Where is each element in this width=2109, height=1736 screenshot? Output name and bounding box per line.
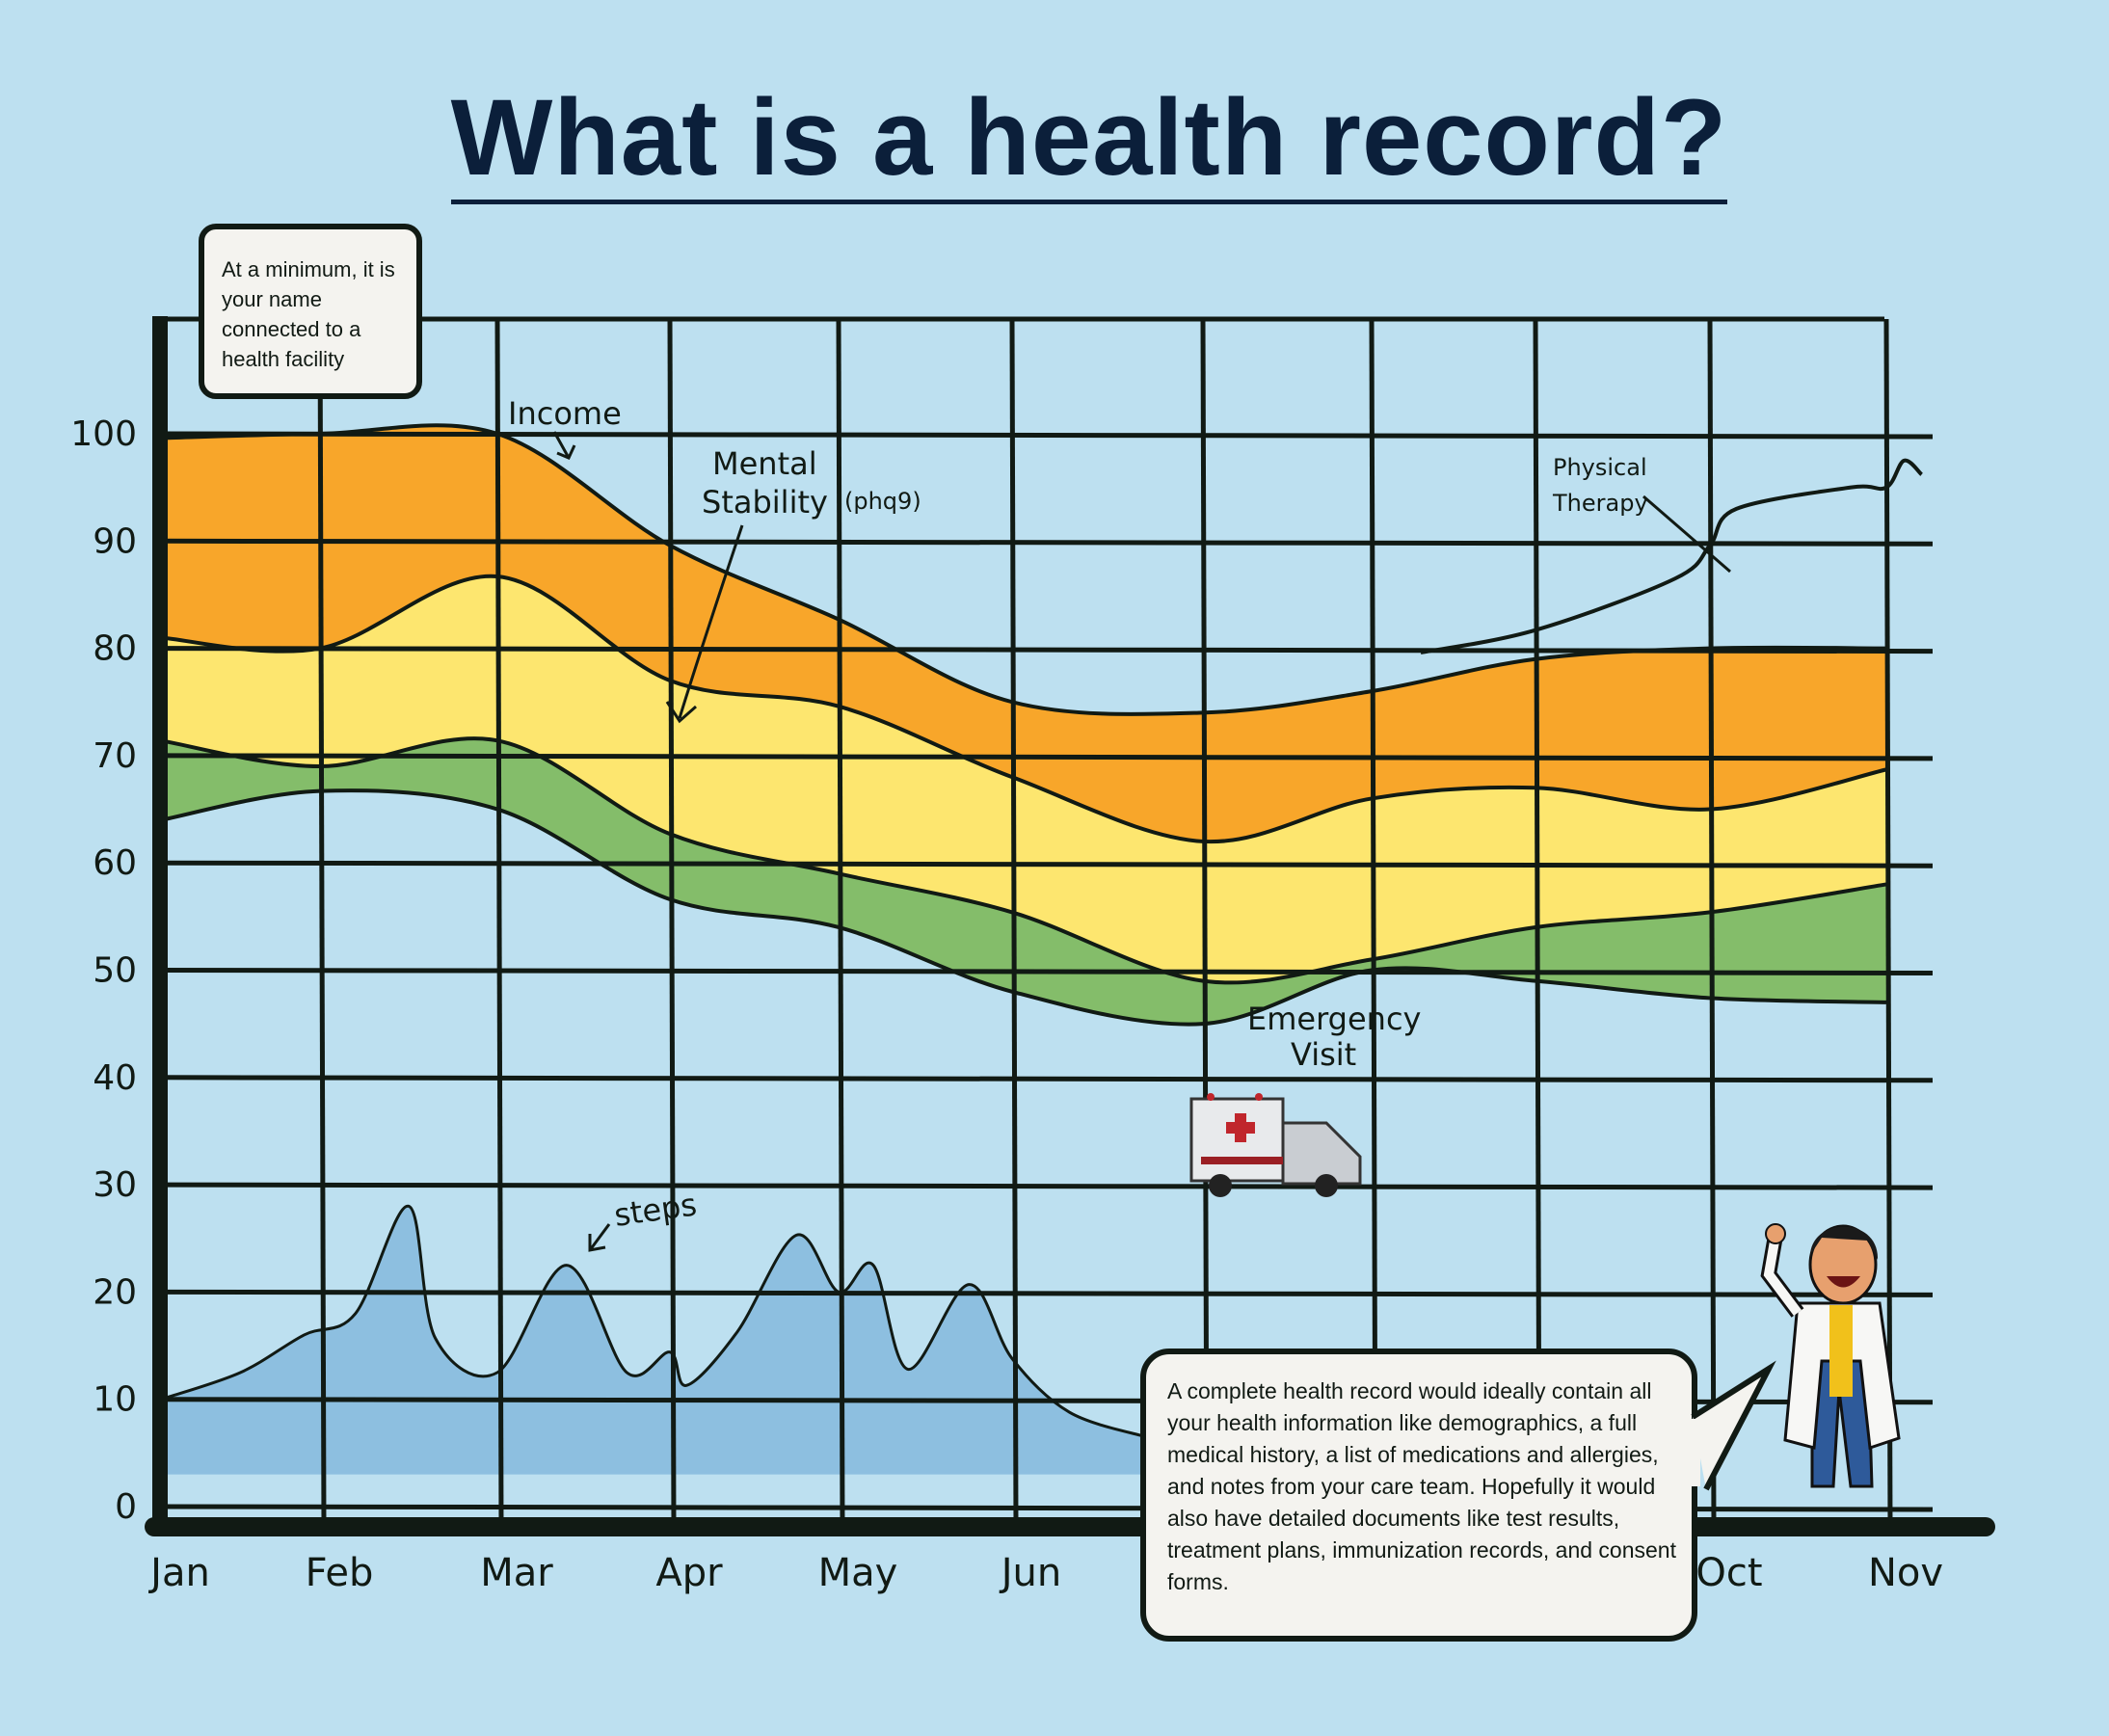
income-label: Income: [508, 395, 622, 432]
income-arrow: [552, 431, 576, 460]
x-tick-label: Mar: [480, 1551, 553, 1595]
complete-record-speech-bubble: A complete health record would ideally c…: [1140, 1349, 1697, 1642]
gridline-v: [1369, 318, 1378, 1528]
doctor-illustration: [1760, 1223, 1901, 1488]
steps-line: [160, 1204, 1147, 1439]
steps-label: steps: [612, 1186, 699, 1234]
x-tick-label: Apr: [655, 1551, 723, 1595]
pt-label-2: Therapy: [1552, 490, 1648, 517]
steps-arrow: [588, 1223, 611, 1252]
gridline-v: [1200, 318, 1210, 1528]
gridline-v: [1533, 318, 1542, 1528]
gridline-v: [317, 318, 327, 1528]
page-title: What is a health record?: [0, 75, 2109, 204]
mental-label-3: (phq9): [844, 488, 921, 515]
gridline-v: [494, 318, 504, 1528]
gridline-h: [159, 1289, 1934, 1297]
er-label-1: Emergency: [1247, 1001, 1421, 1037]
gridline-h: [159, 431, 1934, 440]
income-band: [161, 425, 1886, 842]
minimum-record-note: At a minimum, it is your name connected …: [199, 224, 422, 399]
physical-therapy-line: [1420, 458, 1924, 655]
y-tick-label: 100: [70, 414, 137, 454]
mental-label-1: Mental: [712, 445, 817, 482]
green-top-line: [160, 736, 1887, 985]
mental-arrow: [665, 524, 744, 724]
green-band: [161, 738, 1886, 1025]
y-tick-label: 90: [93, 521, 137, 561]
green-bottom-line: [160, 788, 1887, 1027]
x-tick-label: May: [818, 1551, 898, 1595]
gridline-h: [159, 753, 1934, 761]
x-tick-label: Nov: [1868, 1551, 1943, 1595]
mental-stability-band: [161, 575, 1886, 983]
y-tick-label: 80: [93, 629, 137, 669]
gridline-h: [159, 1075, 1934, 1083]
gridline-h: [159, 538, 1934, 547]
gridline-h: [159, 860, 1934, 868]
gridline-h: [159, 968, 1934, 975]
y-tick-label: 50: [93, 951, 137, 991]
pt-pointer: [1642, 494, 1731, 574]
y-tick-label: 30: [93, 1165, 137, 1205]
x-tick-label: Oct: [1695, 1551, 1762, 1595]
mental-label-2: Stability: [702, 484, 828, 521]
y-tick-label: 10: [93, 1380, 137, 1420]
y-tick-label: 70: [93, 736, 137, 776]
y-tick-label: 20: [93, 1272, 137, 1312]
y-tick-label: 40: [93, 1058, 137, 1098]
pt-label-1: Physical: [1553, 454, 1647, 481]
y-tick-label: 0: [115, 1487, 137, 1527]
gridline-h: [159, 1182, 1934, 1190]
mental-stability-line: [160, 574, 1887, 844]
x-tick-label: Feb: [306, 1551, 374, 1595]
x-tick-label: Jun: [999, 1551, 1062, 1595]
gridline-v: [1883, 318, 1893, 1528]
gridline-v: [667, 318, 677, 1528]
gridline-v: [1707, 318, 1717, 1528]
steps-area: [161, 1206, 1146, 1475]
gridline-v: [836, 318, 845, 1528]
x-tick-label: Jan: [147, 1551, 210, 1595]
ambulance-icon: [1189, 1093, 1362, 1197]
income-line: [160, 423, 1887, 716]
er-label-2: Visit: [1291, 1036, 1356, 1073]
gridline-v: [1009, 318, 1019, 1528]
y-tick-label: 60: [93, 843, 137, 883]
